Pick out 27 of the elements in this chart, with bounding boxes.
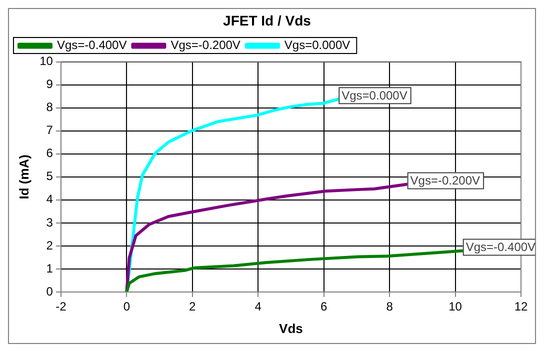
- x-tick-label: 0: [123, 300, 130, 314]
- y-tick-label: 0: [46, 284, 54, 298]
- y-tick-label: 7: [46, 123, 54, 138]
- y-tick-label: 10: [40, 54, 54, 68]
- x-tick-label: 6: [320, 300, 328, 314]
- legend-label: Vgs=-0.400V: [57, 38, 127, 52]
- legend-label: Vgs=0.000V: [284, 38, 350, 52]
- y-axis-title: Id (mA): [16, 154, 32, 200]
- annotation: Vgs=0.000V: [342, 88, 408, 102]
- y-tick-label: 3: [46, 215, 54, 230]
- y-tick-label: 1: [46, 261, 54, 276]
- y-tick-label: 9: [46, 77, 54, 92]
- y-tick-label: 8: [46, 100, 54, 114]
- x-tick-label: 8: [386, 300, 394, 314]
- x-tick-label: 2: [189, 300, 196, 314]
- y-tick-label: 6: [46, 146, 54, 160]
- y-tick-label: 2: [46, 238, 54, 252]
- y-tick-label: 4: [46, 192, 54, 206]
- chart-title: JFET Id / Vds: [223, 12, 312, 28]
- x-tick-label: 10: [448, 300, 462, 314]
- y-tick-label: 5: [46, 169, 54, 184]
- x-tick-label: 12: [514, 300, 528, 314]
- x-tick-label: -2: [56, 300, 67, 314]
- annotation: Vgs=-0.200V: [410, 174, 480, 188]
- legend-label: Vgs=-0.200V: [170, 38, 240, 52]
- x-tick-label: 4: [254, 300, 262, 314]
- x-axis-title: Vds: [279, 320, 303, 336]
